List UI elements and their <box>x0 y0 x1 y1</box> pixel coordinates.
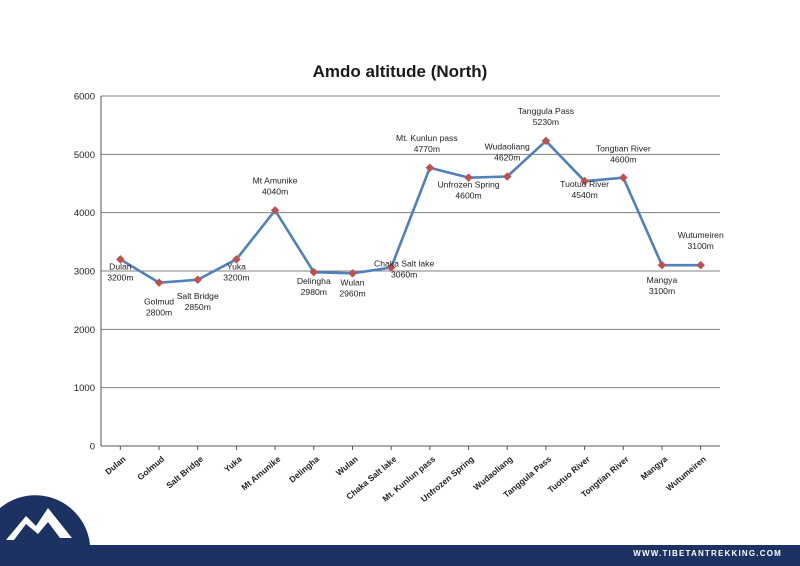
data-label-value: 2800m <box>146 308 172 318</box>
data-point <box>348 269 357 278</box>
data-label: Chaka Salt lake 3060m <box>374 259 434 280</box>
data-point <box>232 255 241 264</box>
y-axis-ticks: 0 1000 2000 3000 4000 5000 6000 <box>74 92 95 453</box>
data-label: Tongtian River 4600m <box>596 144 651 165</box>
data-point <box>116 255 125 264</box>
data-label-name: Tuotuo River <box>560 179 609 189</box>
data-label-value: 2850m <box>185 302 211 312</box>
x-tick-label: Salt Bridge <box>164 454 205 491</box>
x-tick-label: Mangya <box>639 454 670 482</box>
data-label-name: Salt Bridge <box>177 291 219 301</box>
data-label-name: Wulan <box>340 277 364 287</box>
data-label-value: 5230m <box>533 117 559 127</box>
data-label-name: Chaka Salt lake <box>374 259 434 269</box>
y-tick-label: 5000 <box>74 150 95 161</box>
data-label-name: Delingha <box>297 276 331 286</box>
data-point <box>309 267 319 277</box>
data-label: Mt. Kunlun pass 4770m <box>396 133 458 154</box>
data-label-value: 3200m <box>223 272 249 282</box>
y-tick-label: 2000 <box>74 325 95 336</box>
y-tick-label: 6000 <box>74 92 95 103</box>
data-point <box>425 163 435 172</box>
y-tick-label: 4000 <box>74 208 95 219</box>
x-tick-label: Dulan <box>103 454 128 477</box>
data-label-value: 3060m <box>391 270 417 280</box>
data-label: Salt Bridge 2850m <box>177 291 219 312</box>
data-label-value: 4600m <box>455 191 481 201</box>
data-label-name: Tanggula Pass <box>518 106 574 116</box>
data-label: Tanggula Pass 5230m <box>518 106 574 127</box>
x-tick-label: Yuka <box>222 454 244 475</box>
series-line <box>119 139 701 284</box>
data-label-name: Mt. Kunlun pass <box>396 133 458 143</box>
data-point <box>270 206 280 215</box>
data-label: Wutumeiren 3100m <box>678 230 724 251</box>
data-label-name: Dulan <box>109 261 132 271</box>
data-label-value: 3200m <box>107 272 133 282</box>
data-label-value: 4770m <box>414 144 440 154</box>
x-tick-label: Golmud <box>135 454 166 482</box>
data-point <box>386 263 396 272</box>
data-label: Wulan 2960m <box>339 277 365 298</box>
data-label-value: 4540m <box>571 190 597 200</box>
data-label: Mt Amunike 4040m <box>253 175 298 196</box>
data-point <box>193 275 202 284</box>
data-label: Mangya 3100m <box>647 275 678 296</box>
data-label: Tuotuo River 4540m <box>560 179 609 200</box>
data-points <box>116 136 705 287</box>
data-label: Dulan 3200m <box>107 261 133 282</box>
data-label-name: Tongtian River <box>596 144 651 154</box>
footer-url[interactable]: WWW.TIBETANTREKKING.COM <box>633 549 782 558</box>
data-label-name: Golmud <box>144 297 174 307</box>
x-tick-label: Delingha <box>287 454 321 485</box>
data-point <box>657 260 667 270</box>
gridlines <box>100 95 720 447</box>
data-label: Delingha 2980m <box>297 276 331 297</box>
altitude-line <box>119 139 701 284</box>
data-label-name: Unfrozen Spring <box>437 180 499 190</box>
data-label-name: Mangya <box>647 275 678 285</box>
data-label-value: 4600m <box>610 155 636 165</box>
mountain-logo-icon <box>0 495 90 545</box>
data-point <box>696 260 705 270</box>
y-tick-label: 1000 <box>74 383 95 394</box>
data-label-value: 2980m <box>301 287 327 297</box>
chart-title: Amdo altitude (North) <box>313 62 488 81</box>
data-label-name: Mt Amunike <box>253 175 298 185</box>
y-tick-label: 3000 <box>74 267 95 278</box>
data-label: Yuka 3200m <box>223 261 249 282</box>
data-label-value: 3100m <box>649 286 675 296</box>
data-point <box>619 173 628 182</box>
data-label: Golmud 2800m <box>144 297 174 318</box>
data-point <box>154 278 164 287</box>
data-point <box>464 173 473 182</box>
data-label-value: 2960m <box>339 288 365 298</box>
data-label: Wudaoliang 4620m <box>485 142 530 163</box>
data-point <box>502 172 512 181</box>
data-label-value: 4040m <box>262 186 288 196</box>
footer-bar: WWW.TIBETANTREKKING.COM <box>0 545 800 566</box>
y-tick-label: 0 <box>90 442 95 453</box>
data-label-value: 4620m <box>494 153 520 163</box>
data-label-name: Wutumeiren <box>678 230 724 240</box>
data-label-name: Yuka <box>227 261 246 271</box>
x-tick-label: Wulan <box>334 454 360 478</box>
x-tick-label: Wutumeiren <box>664 454 708 493</box>
x-tick-label: Mt Amunike <box>239 454 282 493</box>
data-label-name: Wudaoliang <box>485 142 530 152</box>
data-label-value: 3100m <box>688 241 714 251</box>
data-label: Unfrozen Spring 4600m <box>437 180 499 201</box>
